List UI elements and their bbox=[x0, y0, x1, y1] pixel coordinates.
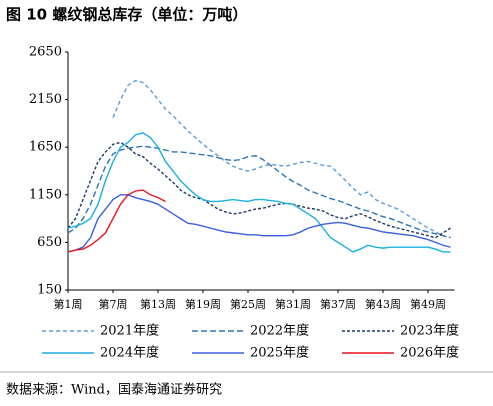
x-tick-label: 第19周 bbox=[185, 297, 221, 311]
y-tick-label: 2650 bbox=[29, 45, 62, 60]
y-tick-label: 1650 bbox=[29, 140, 62, 155]
x-tick-label: 第31周 bbox=[275, 297, 311, 311]
x-tick-label: 第7周 bbox=[99, 297, 128, 311]
series-line bbox=[67, 145, 451, 239]
legend-label: 2022年度 bbox=[250, 323, 309, 339]
chart-title: 图 10 螺纹钢总库存（单位：万吨） bbox=[6, 6, 247, 24]
y-tick-label: 1150 bbox=[29, 187, 62, 202]
source: 数据来源：Wind，国泰海通证券研究 bbox=[6, 382, 222, 398]
series-line bbox=[67, 189, 166, 253]
legend-label: 2025年度 bbox=[250, 345, 309, 361]
series-line bbox=[112, 79, 451, 239]
x-tick-label: 第43周 bbox=[365, 297, 401, 311]
y-tick-label: 150 bbox=[37, 283, 62, 298]
legend-label: 2023年度 bbox=[400, 323, 459, 339]
series-line bbox=[67, 132, 451, 253]
y-tick-label: 2150 bbox=[29, 92, 62, 107]
legend-label: 2024年度 bbox=[100, 345, 159, 361]
x-tick-label: 第25周 bbox=[230, 297, 266, 311]
x-tick-label: 第49周 bbox=[410, 297, 446, 311]
x-tick-label: 第1周 bbox=[54, 297, 83, 311]
series-line bbox=[67, 141, 451, 239]
y-tick-label: 650 bbox=[37, 235, 62, 250]
x-tick-label: 第13周 bbox=[140, 297, 176, 311]
legend-label: 2026年度 bbox=[400, 345, 459, 361]
legend-label: 2021年度 bbox=[100, 323, 159, 339]
series-line bbox=[67, 194, 451, 253]
x-tick-label: 第37周 bbox=[320, 297, 356, 311]
